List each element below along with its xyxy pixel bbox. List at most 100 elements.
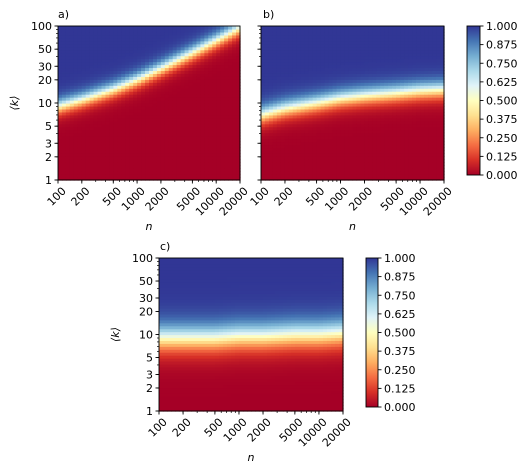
heatmap-cell: [268, 37, 274, 42]
heatmap-cell: [236, 79, 241, 83]
heatmap-cell: [176, 168, 182, 172]
heatmap-cell: [163, 399, 168, 403]
heatmap-cell: [272, 103, 278, 107]
heatmap-cell: [180, 55, 186, 60]
heatmap-cell: [89, 61, 95, 66]
heatmap-cell: [324, 159, 330, 163]
heatmap-cell: [380, 147, 385, 151]
heatmap-cell: [117, 153, 122, 157]
heatmap-cell: [101, 88, 107, 92]
heatmap-cell: [121, 82, 126, 86]
heatmap-cell: [184, 135, 190, 140]
heatmap-cell: [436, 49, 441, 54]
heatmap-cell: [348, 73, 354, 77]
heatmap-cell: [159, 316, 164, 321]
heatmap-cell: [292, 174, 298, 178]
heatmap-cell: [416, 168, 421, 172]
heatmap-cell: [164, 49, 170, 54]
heatmap-cell: [340, 58, 346, 63]
heatmap-cell: [172, 55, 178, 60]
heatmap-cell: [336, 55, 342, 60]
heatmap-cell: [412, 70, 417, 74]
heatmap-cell: [73, 135, 79, 140]
heatmap-cell: [168, 153, 174, 157]
heatmap-cell: [420, 49, 425, 54]
heatmap-cell: [133, 97, 138, 101]
heatmap-cell: [216, 58, 221, 63]
heatmap-cell: [288, 114, 294, 119]
heatmap-cell: [156, 114, 162, 119]
heatmap-cell: [348, 31, 354, 36]
heatmap-cell: [176, 85, 182, 89]
heatmap-cell: [236, 174, 241, 178]
heatmap-cell: [344, 108, 350, 113]
heatmap-cell: [204, 171, 209, 175]
heatmap-cell: [404, 171, 409, 175]
heatmap-cell: [121, 79, 126, 83]
heatmap-cell: [332, 26, 338, 30]
heatmap-cell: [172, 171, 178, 175]
heatmap-cell: [408, 49, 413, 54]
heatmap-cell: [412, 114, 417, 119]
heatmap-cell: [356, 58, 362, 63]
heatmap-cell: [73, 150, 79, 154]
heatmap-cell: [97, 168, 103, 172]
heatmap-cell: [436, 117, 441, 122]
heatmap-cell: [272, 34, 278, 39]
heatmap-cell: [220, 103, 225, 107]
heatmap-cell: [121, 120, 126, 125]
heatmap-cell: [396, 120, 401, 125]
heatmap-cell: [160, 150, 166, 154]
heatmap-cell: [272, 165, 278, 169]
heatmap-cell: [192, 108, 198, 113]
heatmap-cell: [304, 108, 310, 113]
heatmap-cell: [141, 94, 146, 98]
heatmap-cell: [404, 105, 409, 110]
heatmap-cell: [113, 111, 118, 116]
heatmap-cell: [352, 55, 358, 60]
heatmap-cell: [164, 34, 170, 39]
heatmap-cell: [408, 76, 413, 80]
heatmap-cell: [200, 76, 205, 80]
heatmap-cell: [324, 117, 330, 122]
heatmap-cell: [228, 111, 233, 116]
heatmap-cell: [316, 156, 322, 160]
heatmap-cell: [93, 79, 99, 83]
heatmap-cell: [316, 150, 322, 154]
heatmap-cell: [280, 162, 286, 166]
heatmap-cell: [276, 58, 282, 63]
heatmap-cell: [121, 85, 126, 89]
heatmap-cell: [392, 85, 397, 89]
heatmap-cell: [408, 177, 413, 181]
heatmap-cell: [392, 79, 397, 83]
heatmap-cell: [73, 117, 79, 122]
heatmap-cell: [376, 31, 381, 36]
heatmap-cell: [276, 141, 282, 146]
heatmap-cell: [336, 150, 342, 154]
heatmap-cell: [61, 58, 67, 63]
heatmap-cell: [412, 108, 417, 113]
heatmap-cell: [332, 67, 338, 72]
heatmap-cell: [109, 144, 114, 149]
heatmap-cell: [288, 34, 294, 39]
heatmap-cell: [356, 132, 362, 137]
heatmap-cell: [292, 70, 298, 74]
heatmap-cell: [149, 76, 154, 80]
heatmap-cell: [344, 126, 350, 131]
heatmap-cell: [232, 135, 237, 140]
heatmap-cell: [416, 52, 421, 57]
heatmap-cell: [400, 147, 405, 151]
heatmap-cell: [156, 150, 162, 154]
heatmap-cell: [332, 159, 338, 163]
heatmap-cell: [61, 52, 67, 57]
heatmap-cell: [432, 114, 437, 119]
heatmap-cell: [288, 73, 294, 77]
heatmap-cell: [200, 120, 205, 125]
heatmap-cell: [93, 111, 99, 116]
heatmap-cell: [232, 150, 237, 154]
heatmap-cell: [85, 147, 91, 151]
heatmap-cell: [97, 174, 103, 178]
heatmap-cell: [316, 34, 322, 39]
heatmap-cell: [436, 97, 441, 101]
heatmap-cell: [384, 171, 389, 175]
